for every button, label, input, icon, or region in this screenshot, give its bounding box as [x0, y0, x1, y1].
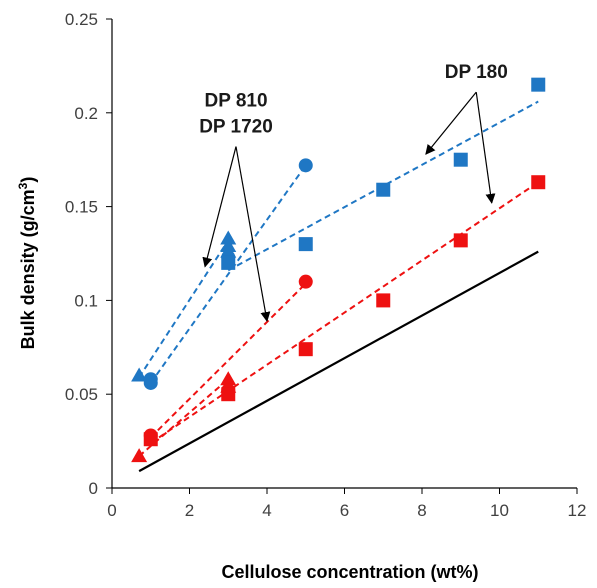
data-point-blue-square — [453, 152, 468, 167]
data-point-red-square — [531, 175, 546, 190]
y-axis-title-end: ) — [18, 177, 38, 183]
annotation-label: DP 1720 — [199, 117, 273, 138]
data-point-blue-circle — [298, 158, 313, 173]
data-point-blue-triangle — [220, 230, 237, 245]
y-axis-title-main: Bulk density (g/cm — [18, 189, 38, 349]
x-tick-label: 6 — [340, 501, 349, 520]
y-tick-label: 0.05 — [65, 385, 98, 404]
data-point-red-square — [376, 293, 391, 308]
annotation-arrow — [425, 91, 477, 155]
fit-line-blue-square — [227, 100, 539, 272]
fit-line-red-circle — [150, 282, 307, 439]
y-axis-title-superscript: 3 — [16, 182, 30, 189]
x-axis-title: Cellulose concentration (wt%) — [221, 562, 478, 582]
data-point-red-triangle — [131, 448, 148, 463]
x-tick-label: 4 — [262, 501, 271, 520]
x-tick-label: 8 — [417, 501, 426, 520]
fit-line-blue-triangle — [138, 239, 230, 378]
data-point-red-square — [221, 387, 236, 402]
y-tick-label: 0.15 — [65, 198, 98, 217]
y-axis-title: Bulk density (g/cm3) — [16, 177, 38, 350]
fit-line-blue-circle — [149, 164, 307, 384]
annotation-arrow — [235, 146, 271, 323]
annotation-label: DP 180 — [445, 62, 508, 83]
x-tick-label: 0 — [107, 501, 116, 520]
x-tick-label: 10 — [490, 501, 509, 520]
annotations-layer: DP 810 DP 1720 DP 180 — [199, 62, 508, 323]
annotation-arrow — [202, 146, 237, 268]
data-point-blue-square — [531, 77, 546, 92]
fit-lines-layer — [138, 100, 539, 457]
reference-line — [138, 250, 539, 473]
y-tick-label: 0.25 — [65, 10, 98, 29]
data-point-red-circle — [298, 274, 313, 289]
y-tick-label: 0.2 — [74, 104, 98, 123]
data-point-red-square — [143, 432, 158, 447]
fit-line-red-square — [150, 181, 539, 444]
x-tick-label: 12 — [568, 501, 587, 520]
data-point-blue-circle — [143, 372, 158, 387]
x-tick-label: 2 — [185, 501, 194, 520]
data-point-red-square — [453, 233, 468, 248]
data-point-blue-square — [376, 182, 391, 197]
markers-layer — [131, 77, 546, 463]
annotation-arrow — [475, 92, 496, 204]
reference-line-layer — [138, 250, 539, 473]
data-point-red-square — [298, 342, 313, 357]
annotation-label: DP 810 — [204, 91, 267, 112]
y-tick-label: 0.1 — [74, 291, 98, 310]
axes-layer: 0 2 4 6 8 10 12 0 0.05 0.1 0.15 0.2 0.25 — [65, 10, 587, 520]
data-point-red-triangle — [220, 371, 237, 386]
data-point-blue-square — [298, 237, 313, 252]
y-tick-label: 0 — [89, 479, 98, 498]
data-point-blue-triangle — [131, 367, 148, 382]
data-point-blue-square — [221, 255, 236, 270]
